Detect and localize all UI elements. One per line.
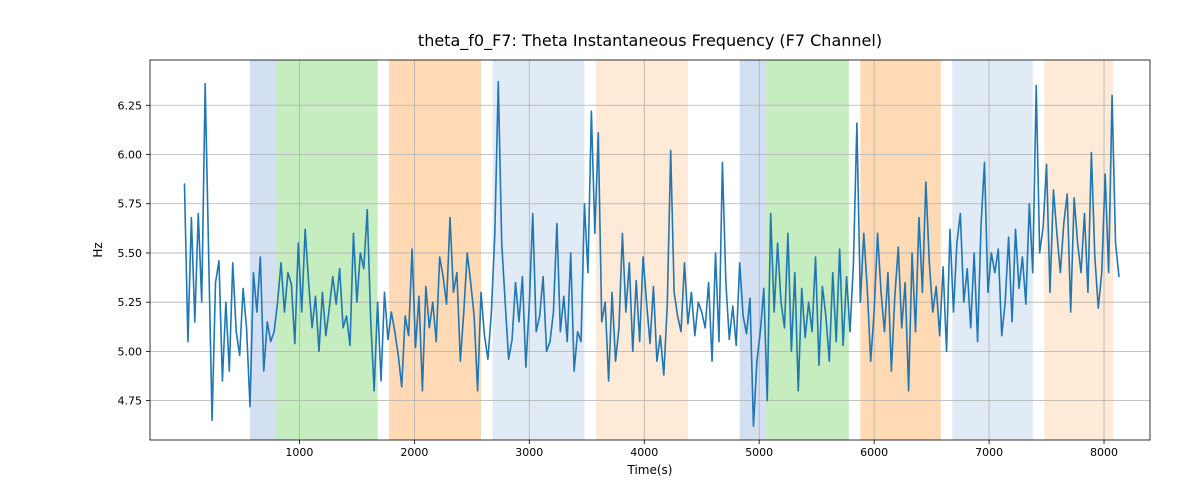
band (389, 60, 481, 440)
x-tick-label: 3000 (515, 446, 543, 459)
y-tick-label: 4.75 (118, 395, 143, 408)
band (276, 60, 377, 440)
y-axis-label: Hz (91, 242, 105, 257)
chart-container: 1000 2000 3000 4000 5000 6000 7000 8000 4.75 5.00… (0, 0, 1200, 500)
y-tick-label: 5.50 (118, 247, 143, 260)
y-tick-label: 5.00 (118, 345, 143, 358)
y-tick-label: 5.75 (118, 198, 143, 211)
chart-svg: 1000 2000 3000 4000 5000 6000 7000 8000 4.75 5.00… (0, 0, 1200, 500)
band (250, 60, 276, 440)
y-tick-label: 6.25 (118, 99, 143, 112)
x-tick-label: 5000 (745, 446, 773, 459)
x-axis-label: Time(s) (627, 463, 673, 477)
band (952, 60, 1032, 440)
band (493, 60, 585, 440)
y-tick-label: 5.25 (118, 296, 143, 309)
x-tick-label: 7000 (975, 446, 1003, 459)
background-bands (250, 60, 1113, 440)
band (596, 60, 688, 440)
x-tick-label: 2000 (400, 446, 428, 459)
x-tick-label: 4000 (630, 446, 658, 459)
x-tick-label: 1000 (285, 446, 313, 459)
x-ticks: 1000 2000 3000 4000 5000 6000 7000 8000 (285, 440, 1118, 459)
x-tick-label: 6000 (860, 446, 888, 459)
chart-title: theta_f0_F7: Theta Instantaneous Frequen… (418, 31, 882, 51)
y-ticks: 4.75 5.00 5.25 5.50 5.75 6.00 6.25 (118, 99, 151, 407)
x-tick-label: 8000 (1090, 446, 1118, 459)
y-tick-label: 6.00 (118, 149, 143, 162)
